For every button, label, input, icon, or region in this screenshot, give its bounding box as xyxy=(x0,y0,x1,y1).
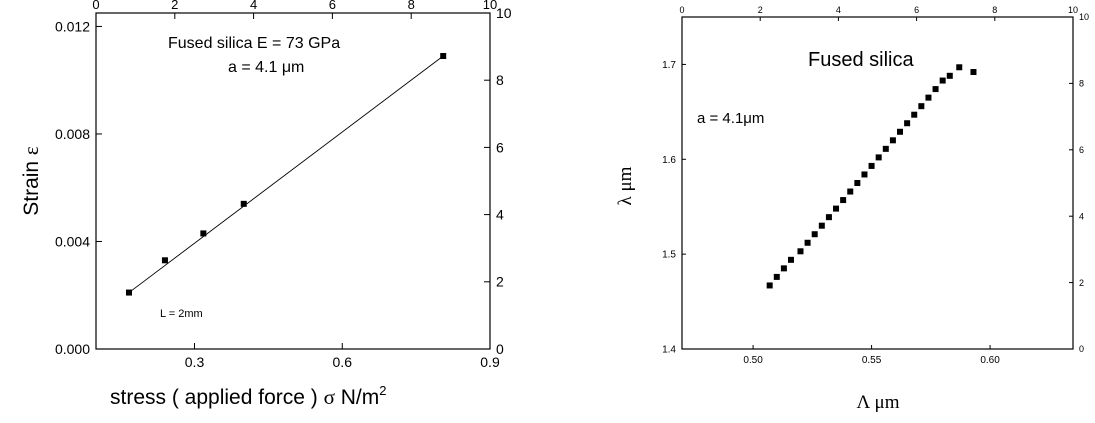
data-point xyxy=(200,230,207,237)
data-point xyxy=(811,231,818,238)
x-tick-label: 0.9 xyxy=(480,354,500,370)
data-point xyxy=(766,282,773,289)
data-point xyxy=(840,197,847,204)
y-tick-label: 1.6 xyxy=(662,155,676,166)
data-point xyxy=(797,248,804,255)
y-axis-label: Strain ε xyxy=(19,146,43,216)
top-tick-label: 10 xyxy=(483,0,497,12)
right-tick-label: 4 xyxy=(496,207,504,223)
right-tick-label: 10 xyxy=(1079,12,1089,22)
data-point xyxy=(833,205,840,212)
x-tick-label: 0.55 xyxy=(862,355,882,366)
y-tick-label: 0.012 xyxy=(55,18,90,34)
top-tick-label: 6 xyxy=(329,0,336,12)
top-tick-label: 6 xyxy=(914,5,919,15)
data-point xyxy=(804,239,811,246)
annotation-material: Fused silica E = 73 GPa xyxy=(168,35,340,52)
x-label-unit: N/m xyxy=(335,386,379,409)
data-point xyxy=(918,103,925,110)
top-tick-label: 2 xyxy=(758,5,763,15)
y-tick-label: 1.4 xyxy=(662,345,676,356)
y-tick-label: 0.008 xyxy=(55,126,90,142)
x-label-exponent: 2 xyxy=(379,383,386,398)
y-axis-label: λ μm xyxy=(615,166,636,205)
data-point xyxy=(946,72,953,79)
top-tick-label: 2 xyxy=(171,0,178,12)
right-tick-label: 6 xyxy=(1079,145,1084,155)
x-label-symbol: σ xyxy=(324,385,335,409)
y-tick-label: 0.000 xyxy=(55,341,90,357)
annotation-length: L = 2mm xyxy=(160,308,203,320)
right-tick-label: 6 xyxy=(496,139,504,155)
data-point xyxy=(939,77,946,84)
data-point xyxy=(240,200,247,207)
top-tick-label: 8 xyxy=(992,5,997,15)
fit-line xyxy=(128,55,444,293)
annotation-radius: a = 4.1 μm xyxy=(228,59,304,76)
plot-frame xyxy=(95,12,491,350)
data-point xyxy=(970,69,977,76)
right-tick-label: 2 xyxy=(496,274,504,290)
right-tick-label: 8 xyxy=(496,72,504,88)
axes: 0.50 0.55 0.60 1.4 1.5 1.6 1.7 0 2 4 6 8 10 0 2 4 6 8 10 xyxy=(662,5,1089,366)
data-point xyxy=(889,137,896,144)
x-tick-label: 0.6 xyxy=(333,354,353,370)
data-point xyxy=(956,64,963,71)
x-label-text: stress ( applied force ) xyxy=(110,386,324,409)
data-point xyxy=(161,257,168,264)
x-tick-label: 0.50 xyxy=(743,355,763,366)
right-tick-label: 10 xyxy=(496,5,512,21)
data-point xyxy=(875,154,882,161)
y-label-symbol: ε xyxy=(19,146,43,155)
data-point xyxy=(932,86,939,93)
data-point xyxy=(882,145,889,152)
data-point xyxy=(847,188,854,195)
top-tick-label: 10 xyxy=(1068,5,1078,15)
top-tick-label: 8 xyxy=(408,0,415,12)
right-tick-label: 0 xyxy=(496,341,504,357)
x-axis-label: stress ( applied force ) σ N/m2 xyxy=(110,383,386,409)
data-point xyxy=(911,111,918,118)
data-points xyxy=(766,64,977,289)
wavelength-chart: 0.50 0.55 0.60 1.4 1.5 1.6 1.7 0 2 4 6 8 10 0 2 4 6 8 10 F… xyxy=(615,5,1089,413)
data-point xyxy=(868,162,875,169)
plot-frame xyxy=(681,16,1074,350)
data-point xyxy=(854,180,861,186)
top-tick-label: 0 xyxy=(92,0,99,12)
annotation-material: Fused silica xyxy=(808,49,914,71)
right-tick-label: 4 xyxy=(1079,211,1084,221)
top-tick-label: 0 xyxy=(679,5,684,15)
data-point xyxy=(788,256,795,263)
data-point xyxy=(925,94,932,101)
y-tick-label: 1.5 xyxy=(662,250,676,261)
data-point xyxy=(825,214,832,221)
data-points xyxy=(125,53,447,296)
y-tick-label: 0.004 xyxy=(55,233,90,249)
x-tick-label: 0.3 xyxy=(185,354,205,370)
data-point xyxy=(440,53,447,60)
data-point xyxy=(861,171,868,178)
top-tick-label: 4 xyxy=(250,0,257,12)
data-point xyxy=(780,265,787,272)
data-point xyxy=(125,289,132,296)
data-point xyxy=(904,120,911,127)
right-tick-label: 8 xyxy=(1079,79,1084,89)
y-tick-label: 1.7 xyxy=(662,60,676,71)
right-tick-label: 0 xyxy=(1079,344,1084,354)
data-point xyxy=(818,222,825,229)
y-label-text: Strain xyxy=(20,155,43,216)
data-point xyxy=(773,273,780,280)
x-tick-label: 0.60 xyxy=(980,355,1000,366)
annotation-radius: a = 4.1μm xyxy=(697,110,764,127)
x-axis-label: Λ μm xyxy=(856,392,899,413)
right-tick-label: 2 xyxy=(1079,278,1084,288)
data-point xyxy=(897,128,904,135)
top-tick-label: 4 xyxy=(836,5,841,15)
